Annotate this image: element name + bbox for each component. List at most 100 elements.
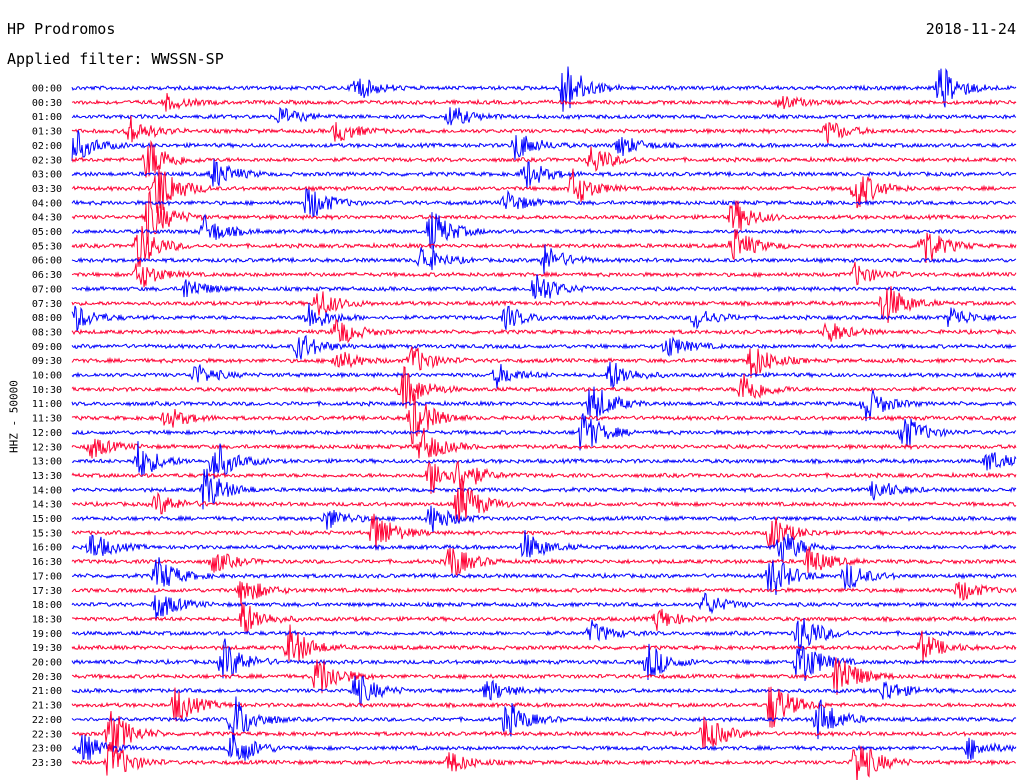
trace-line [71,261,1017,288]
trace-line [71,302,1017,331]
trace-line [71,478,1017,524]
row-label: 12:00 [32,428,62,439]
row-label: 23:30 [32,758,62,769]
trace-line [71,741,1017,780]
row-label: 21:30 [32,701,62,712]
row-label: 11:30 [32,414,62,425]
trace-line [71,244,1017,274]
row-label: 14:00 [32,485,62,496]
row-label: 23:00 [32,744,62,755]
trace-line [71,158,1017,189]
row-labels: 00:00 00:30 01:00 01:30 02:00 02:30 03:00 03:30… [32,84,62,769]
row-label: 01:30 [32,127,62,138]
row-label: 10:00 [32,371,62,382]
trace-line [71,361,1017,389]
trace-line [71,346,1017,378]
trace-line [72,212,1017,253]
date-label: 2018-11-24 [925,20,1016,38]
trace-line [71,505,1017,534]
row-label: 12:30 [32,442,62,453]
row-label: 06:30 [32,270,62,281]
row-label: 16:00 [32,543,62,554]
row-label: 07:00 [32,284,62,295]
trace-line [71,441,1017,480]
row-label: 19:30 [32,643,62,654]
row-label: 00:30 [32,98,62,109]
trace-line [71,638,1017,682]
row-label: 04:30 [32,213,62,224]
row-label: 13:30 [32,471,62,482]
filter-label: Applied filter: WWSSN-SP [7,50,224,68]
row-label: 02:00 [32,141,62,152]
row-label: 22:30 [32,729,62,740]
row-label: 04:00 [32,198,62,209]
row-label: 22:00 [32,715,62,726]
trace-line [71,393,1017,445]
row-label: 01:00 [32,112,62,123]
row-label: 09:30 [32,356,62,367]
trace-line [71,115,1017,144]
trace-line [71,386,1017,422]
row-label: 06:00 [32,256,62,267]
trace-line [71,618,1017,658]
station-title: HP Prodromos [7,20,116,38]
trace-line [71,657,1017,695]
trace-line [71,106,1017,126]
row-label: 00:00 [32,84,62,95]
trace-line [71,592,1017,620]
row-label: 20:00 [32,658,62,669]
row-label: 03:30 [32,184,62,195]
trace-line [71,675,1017,708]
trace-line [71,427,1017,459]
trace-line [71,513,1017,551]
row-label: 21:00 [32,686,62,697]
trace-line [71,139,1017,178]
trace-line [71,188,1017,218]
trace-line [71,710,1017,758]
row-label: 16:30 [32,557,62,568]
row-label: 02:30 [32,155,62,166]
trace-line [71,319,1017,344]
trace-line [71,334,1017,360]
row-label: 09:00 [32,342,62,353]
row-label: 20:30 [32,672,62,683]
row-label: 05:30 [32,241,62,252]
trace-line [71,413,1017,451]
row-label: 13:00 [32,457,62,468]
trace-line [71,530,1017,563]
trace-line [71,164,1017,214]
trace-line [71,274,1017,299]
row-label: 07:30 [32,299,62,310]
trace-line [71,581,1017,606]
row-label: 15:30 [32,528,62,539]
trace-line [71,546,1017,576]
row-label: 11:00 [32,399,62,410]
row-label: 18:00 [32,600,62,611]
row-label: 18:30 [32,614,62,625]
trace-line [71,468,1017,510]
row-label: 14:30 [32,500,62,511]
trace-line [71,286,1017,323]
trace-line [71,93,1017,112]
row-label: 17:30 [32,586,62,597]
trace-line [71,130,1017,161]
trace-line [71,603,1017,634]
row-label: 10:30 [32,385,62,396]
row-label: 19:00 [32,629,62,640]
trace-line [71,696,1017,744]
trace-line [72,734,1017,761]
trace-line [71,460,1017,494]
row-label: 05:00 [32,227,62,238]
row-label: 03:00 [32,170,62,181]
row-label: 15:00 [32,514,62,525]
trace-line [71,189,1017,245]
row-label: 08:00 [32,313,62,324]
traces [71,66,1017,780]
trace-line [71,66,1017,112]
trace-line [71,557,1017,596]
trace-line [71,624,1017,662]
row-label: 17:00 [32,571,62,582]
trace-line [71,366,1017,409]
trace-line [71,225,1017,267]
